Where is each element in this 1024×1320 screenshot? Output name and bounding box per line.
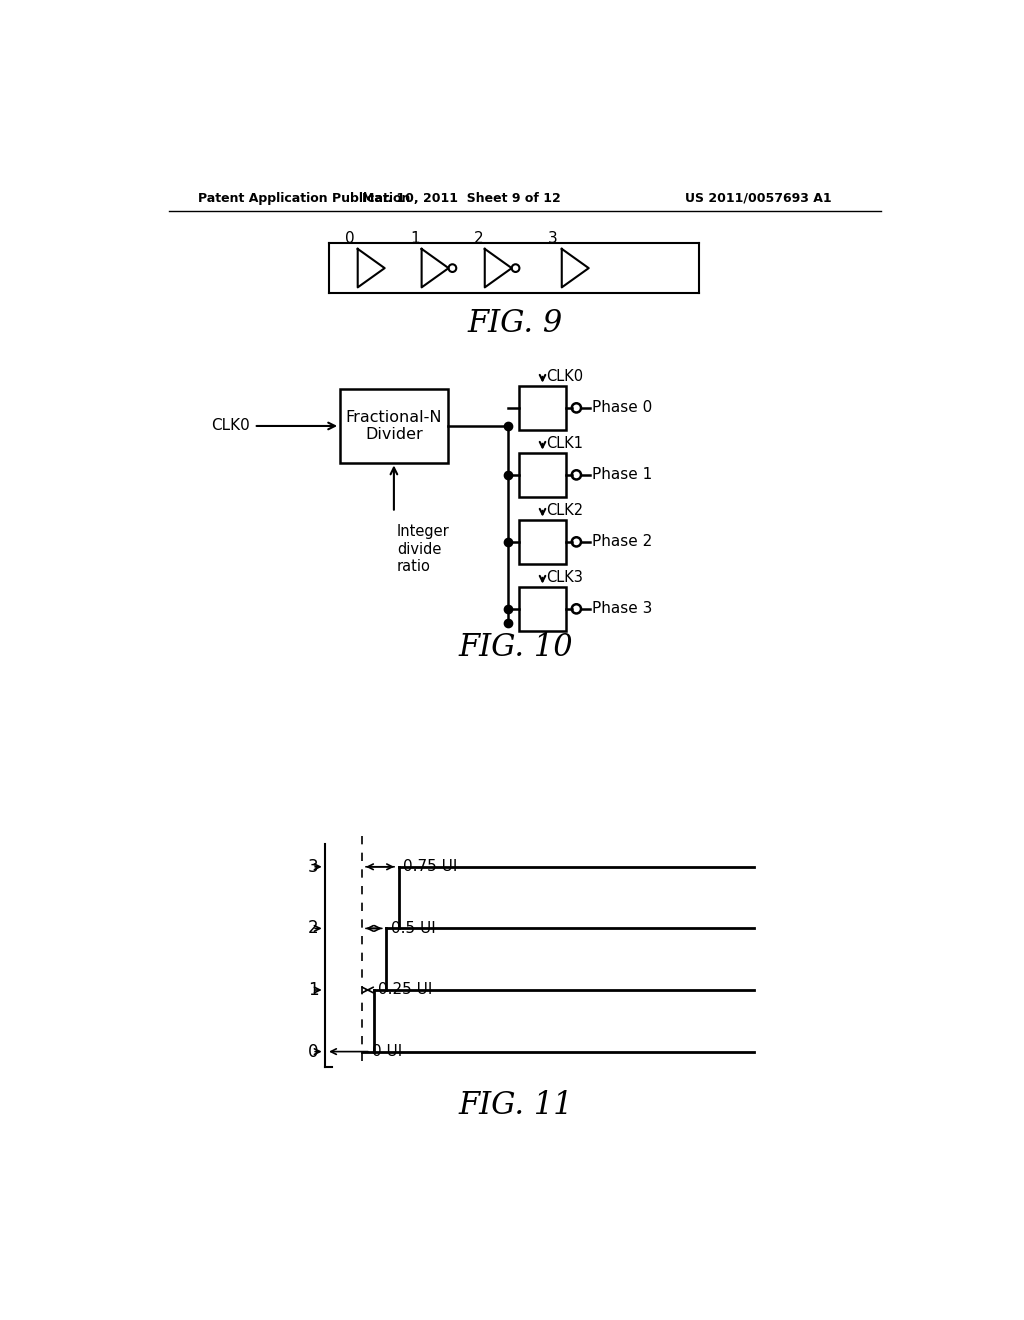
- Text: 1: 1: [411, 231, 420, 246]
- Text: CLK3: CLK3: [547, 570, 584, 585]
- Text: Fractional-N
Divider: Fractional-N Divider: [346, 409, 442, 442]
- Text: 3: 3: [308, 858, 318, 875]
- Bar: [340, 389, 447, 462]
- Bar: [519, 385, 565, 430]
- Text: Phase 1: Phase 1: [592, 467, 652, 482]
- Text: 1: 1: [308, 981, 318, 999]
- Text: 3: 3: [548, 231, 557, 246]
- Text: Phase 3: Phase 3: [592, 602, 652, 616]
- Text: CLK0: CLK0: [547, 368, 584, 384]
- Text: US 2011/0057693 A1: US 2011/0057693 A1: [685, 191, 831, 205]
- Text: Phase 0: Phase 0: [592, 400, 652, 416]
- Bar: [519, 520, 565, 564]
- Text: 0: 0: [308, 1043, 318, 1060]
- Text: 2: 2: [308, 920, 318, 937]
- Text: CLK1: CLK1: [547, 436, 584, 451]
- Text: FIG. 10: FIG. 10: [459, 632, 572, 663]
- Text: Integer
divide
ratio: Integer divide ratio: [397, 524, 450, 574]
- Text: Phase 2: Phase 2: [592, 535, 652, 549]
- Text: Mar. 10, 2011  Sheet 9 of 12: Mar. 10, 2011 Sheet 9 of 12: [362, 191, 561, 205]
- Text: FIG. 11: FIG. 11: [459, 1090, 572, 1121]
- Text: FIG. 9: FIG. 9: [468, 309, 563, 339]
- Bar: [519, 586, 565, 631]
- Text: 0: 0: [345, 231, 355, 246]
- Text: 0.75 UI: 0.75 UI: [403, 859, 458, 874]
- Text: CLK0: CLK0: [211, 418, 250, 433]
- Text: 0.5 UI: 0.5 UI: [391, 921, 435, 936]
- Text: Patent Application Publication: Patent Application Publication: [199, 191, 411, 205]
- Text: 2: 2: [474, 231, 483, 246]
- Bar: [519, 453, 565, 498]
- Text: 0.25 UI: 0.25 UI: [379, 982, 433, 998]
- Text: CLK2: CLK2: [547, 503, 584, 517]
- Text: 0 UI: 0 UI: [373, 1044, 402, 1059]
